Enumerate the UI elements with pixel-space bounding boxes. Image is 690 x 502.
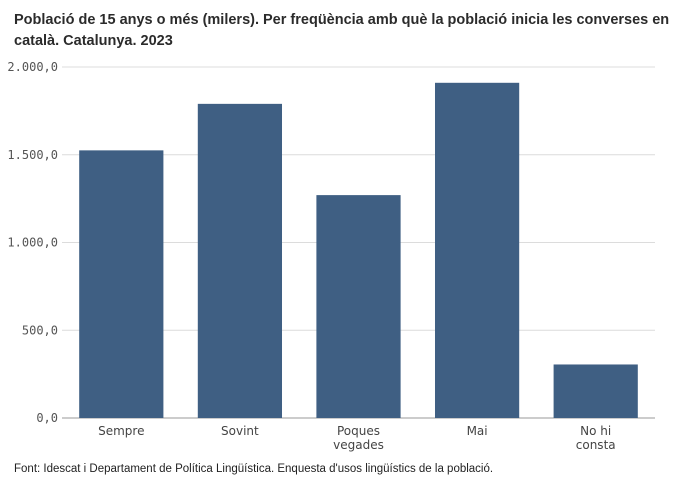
y-tick-label: 500,0 [22,323,58,337]
x-tick-label: Mai [467,424,488,438]
y-tick-label: 1.000,0 [7,236,58,250]
x-tick-label: Sempre [98,424,144,438]
bar [553,364,638,418]
bar [316,195,401,418]
y-tick-label: 2.000,0 [7,60,58,74]
x-tick-label: Sovint [221,424,259,438]
bar [79,150,164,419]
bar [434,82,520,419]
x-tick-label: No hi consta [576,424,616,452]
y-tick-label: 1.500,0 [7,148,58,162]
x-tick-label: Poques vegades [333,424,384,452]
y-tick-label: 0,0 [36,411,58,425]
bar [197,103,283,418]
chart-title: Població de 15 anys o més (milers). Per … [14,12,670,49]
source-note: Font: Idescat i Departament de Política … [14,463,494,475]
